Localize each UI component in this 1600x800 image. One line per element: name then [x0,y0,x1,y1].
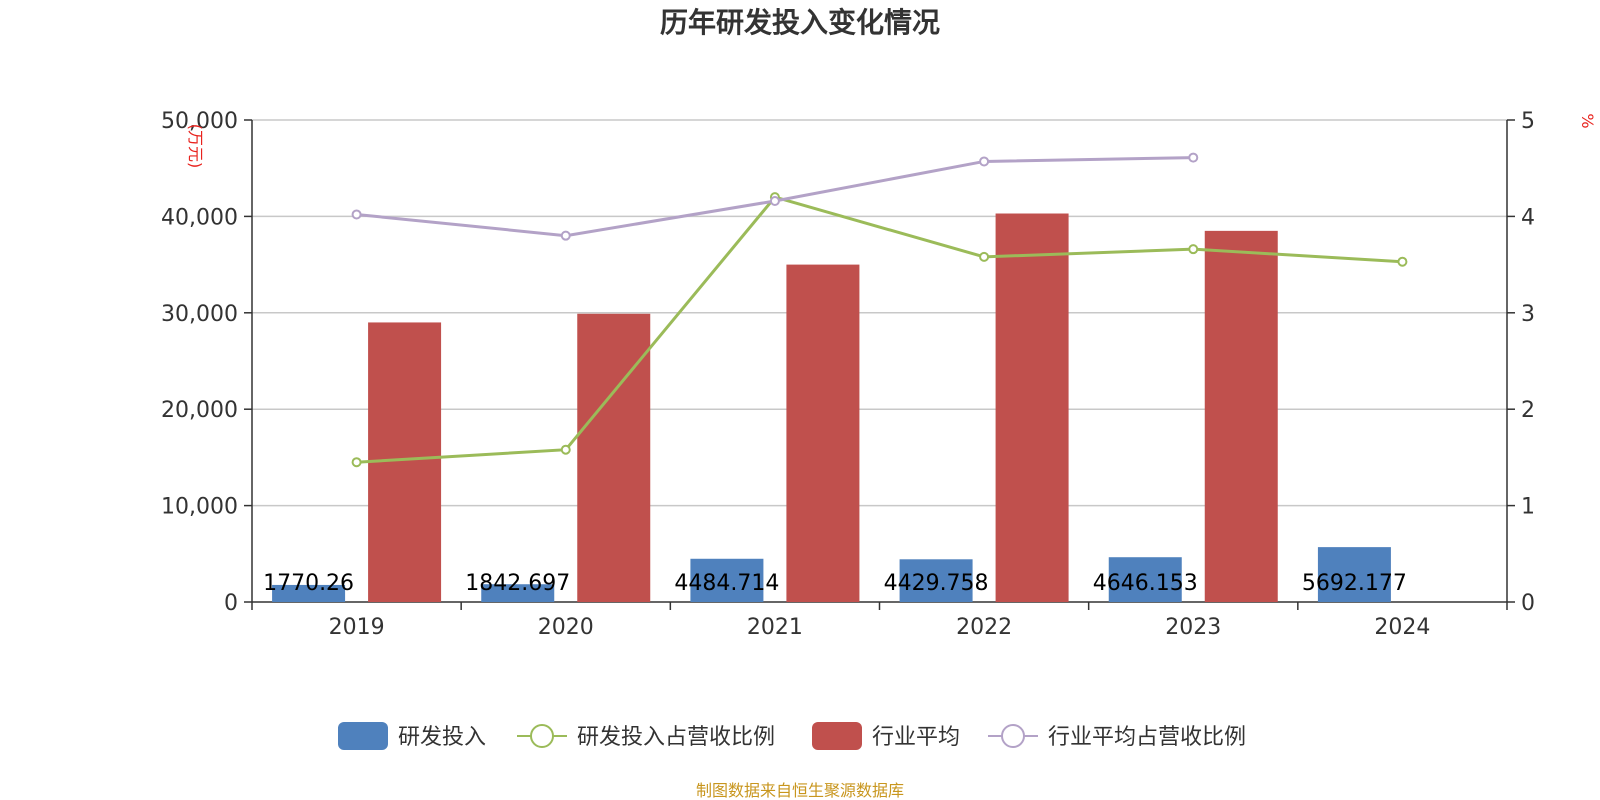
data-labels: 1770.26 1842.697 4484.714 4429.758 4646.153 5… [263,571,1407,596]
industry-average-bar [786,264,860,602]
x-tick-label: 2023 [1165,615,1221,640]
rd-investment-bar [899,559,973,602]
bar-data-label: 1842.697 [465,571,570,596]
x-tick-label: 2024 [1374,615,1430,640]
line-point [979,251,990,262]
right-tick-label: 3 [1521,302,1535,327]
rd-investment-bar [1108,557,1182,602]
line-point [1188,152,1199,163]
line-point [1397,256,1408,267]
bar-data-label: 5692.177 [1302,571,1407,596]
legend-label: 研发投入 [398,725,486,750]
line-point [769,195,780,206]
legend-bar-swatch [338,722,388,750]
grid-lines [252,119,1507,507]
legend-label: 行业平均占营收比例 [1048,725,1246,750]
x-tick-label: 2020 [538,615,594,640]
rd-investment-bar [1317,547,1391,602]
industry-average-bar [995,213,1069,602]
right-tick-label: 1 [1521,495,1535,520]
line-point [560,444,571,455]
legend: 研发投入 研发投入占营收比例 行业平均 行业平均占营收比例 [338,722,1246,750]
bar-data-label: 4484.714 [674,571,779,596]
source-note: 制图数据来自恒生聚源数据库 [696,781,904,800]
x-tick-label: 2022 [956,615,1012,640]
industry-average-bar [577,313,651,602]
rd-investment-bar [481,584,555,602]
left-tick-label: 10,000 [161,495,238,520]
left-tick-label: 0 [224,591,238,616]
x-tick-label: 2021 [747,615,803,640]
right-tick-label: 0 [1521,591,1535,616]
bars [272,213,1391,603]
rd-investment-bar [272,584,346,602]
industry-average-bar [1204,230,1278,603]
lines [351,152,1408,468]
legend-line-marker [1001,724,1025,748]
axes: 0 10,000 20,000 30,000 40,000 50,000 0 1 2 3 4 5 201… [161,109,1535,640]
line-point [351,457,362,468]
line-point [1188,244,1199,255]
bar-data-label: 1770.26 [263,571,354,596]
right-tick-label: 5 [1521,109,1535,134]
line-point [351,209,362,220]
legend-bar-swatch [812,722,862,750]
right-tick-label: 4 [1521,205,1535,230]
rd-ratio-line [356,195,1403,464]
left-tick-label: 40,000 [161,205,238,230]
left-axis-unit: (万元) [186,124,205,169]
left-tick-label: 20,000 [161,398,238,423]
left-tick-label: 50,000 [161,109,238,134]
line-point [560,230,571,241]
right-axis-unit: % [1578,113,1597,128]
x-tick-label: 2019 [329,615,385,640]
left-tick-label: 30,000 [161,302,238,327]
bar-data-label: 4646.153 [1093,571,1198,596]
legend-line-marker [530,724,554,748]
rd-investment-bar [690,558,764,602]
chart-title: 历年研发投入变化情况 [660,6,940,39]
legend-label: 研发投入占营收比例 [577,725,775,750]
line-point [979,156,990,167]
legend-label: 行业平均 [872,725,960,750]
right-tick-label: 2 [1521,398,1535,423]
bar-data-label: 4429.758 [884,571,989,596]
